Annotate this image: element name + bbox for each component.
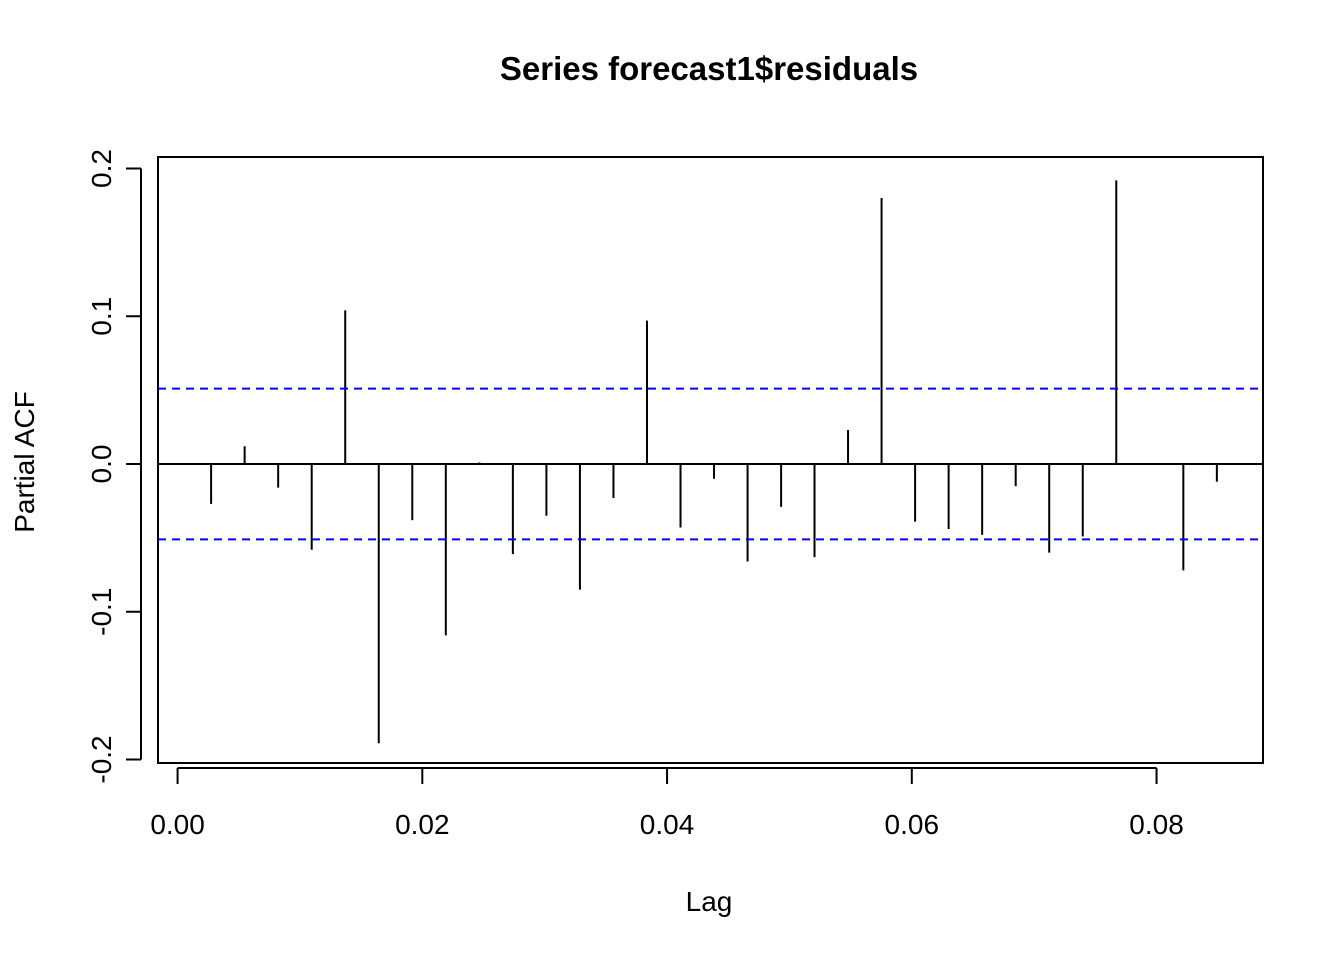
x-axis: 0.00 0.02 0.04 0.06 0.08 <box>150 767 1184 840</box>
y-tick-label: 0.0 <box>86 445 117 484</box>
y-tick-label: 0.1 <box>86 297 117 336</box>
x-tick-label: 0.04 <box>640 809 695 840</box>
y-tick-label: 0.2 <box>86 149 117 188</box>
y-axis-title: Partial ACF <box>9 391 40 533</box>
x-tick-label: 0.00 <box>150 809 205 840</box>
chart-title: Series forecast1$residuals <box>500 50 918 87</box>
x-tick-label: 0.02 <box>395 809 450 840</box>
y-tick-label: -0.1 <box>86 588 117 636</box>
x-tick-label: 0.08 <box>1129 809 1184 840</box>
plot-area <box>157 156 1264 764</box>
plot-frame <box>157 156 1264 764</box>
x-tick-label: 0.06 <box>885 809 940 840</box>
pacf-bars <box>210 180 1218 744</box>
y-tick-label: -0.2 <box>86 735 117 783</box>
x-axis-title: Lag <box>686 886 733 917</box>
y-axis: -0.2 -0.1 0.0 0.1 0.2 <box>86 149 142 784</box>
